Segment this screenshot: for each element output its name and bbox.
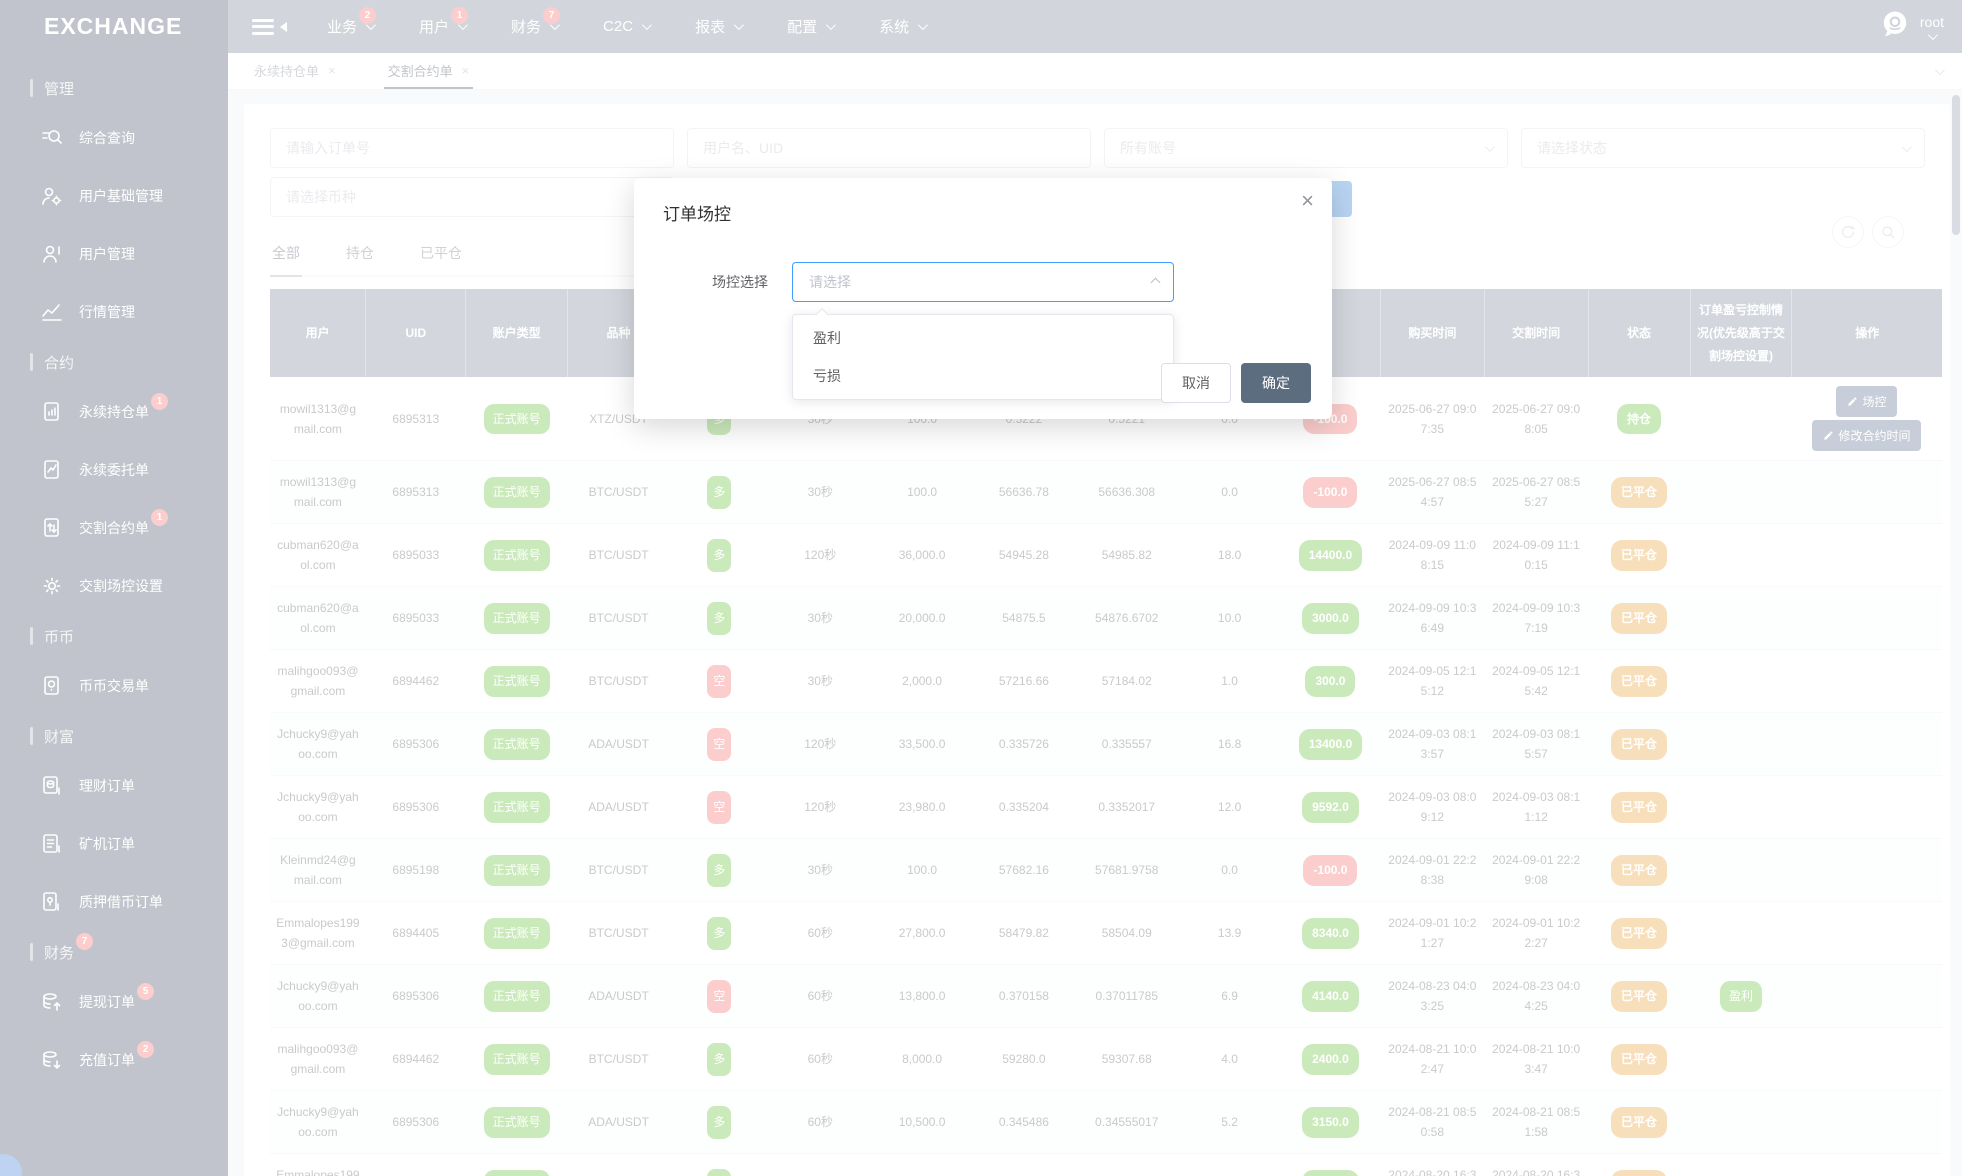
modal-title: 订单场控	[663, 205, 731, 224]
option-loss[interactable]: 亏损	[813, 368, 841, 384]
confirm-button[interactable]: 确定	[1241, 363, 1311, 403]
scene-control-form-row: 场控选择 请选择	[712, 262, 1174, 302]
scene-control-label: 场控选择	[712, 274, 768, 290]
option-profit[interactable]: 盈利	[813, 330, 841, 346]
scene-control-select[interactable]: 请选择	[792, 262, 1174, 302]
chevron-up-icon	[1150, 277, 1161, 287]
scene-control-dropdown: 盈利 亏损	[792, 314, 1174, 400]
close-icon[interactable]: ×	[1301, 188, 1314, 213]
page-scrollbar[interactable]	[1952, 95, 1960, 235]
cancel-button[interactable]: 取消	[1161, 363, 1231, 403]
order-scene-control-modal: 订单场控 × 场控选择 请选择 盈利 亏损 取消 确定	[634, 178, 1332, 419]
select-placeholder: 请选择	[809, 274, 851, 290]
